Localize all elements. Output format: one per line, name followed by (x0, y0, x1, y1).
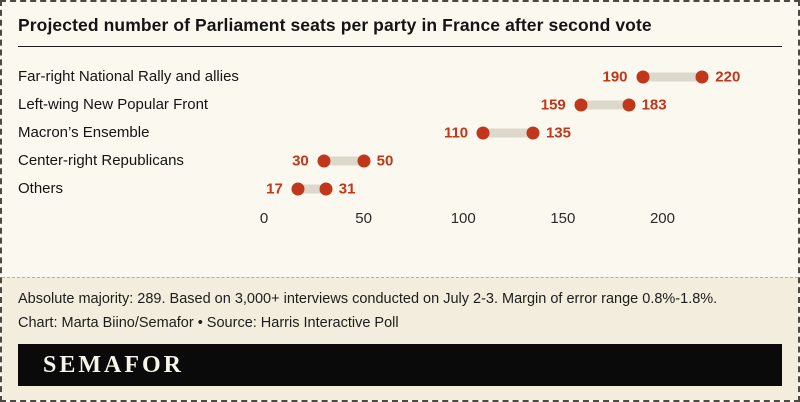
range-connector (297, 184, 326, 194)
chart-rows: Far-right National Rally and allies 190 22… (18, 63, 782, 203)
row-plot: 159 183 (264, 91, 782, 119)
value-label-hi: 31 (338, 180, 356, 198)
chart-row: Macron’s Ensemble 110 135 (18, 119, 782, 147)
row-plot: 190 220 (264, 63, 782, 91)
row-plot: 17 31 (264, 175, 782, 203)
value-label-lo: 190 (602, 68, 628, 86)
semafor-logo: SEMAFOR (18, 344, 782, 386)
value-label-hi: 220 (715, 68, 741, 86)
seat-dot-lo (291, 182, 305, 196)
x-tick-label: 200 (649, 209, 675, 227)
footer-band: Absolute majority: 289. Based on 3,000+ … (2, 277, 798, 400)
category-label: Left-wing New Popular Front (18, 96, 209, 114)
value-label-hi: 183 (641, 96, 667, 114)
category-label: Others (18, 180, 64, 198)
range-connector (642, 72, 703, 82)
value-label-lo: 110 (443, 124, 469, 142)
chart-row: Others 17 31 (18, 175, 782, 203)
value-label-hi: 135 (545, 124, 571, 142)
seat-dot-lo (476, 126, 490, 140)
chart-title: Projected number of Parliament seats per… (18, 15, 652, 35)
value-label-lo: 159 (540, 96, 566, 114)
chart-area: Projected number of Parliament seats per… (2, 2, 798, 277)
seat-dot-lo (317, 154, 331, 168)
x-tick-label: 100 (450, 209, 476, 227)
range-connector (323, 156, 364, 166)
value-label-hi: 50 (376, 152, 394, 170)
seat-dot-hi (622, 98, 636, 112)
title-divider (18, 45, 782, 47)
seat-dot-hi (357, 154, 371, 168)
chart-row: Center-right Republicans 30 50 (18, 147, 782, 175)
category-label: Far-right National Rally and allies (18, 68, 239, 86)
chart-row: Far-right National Rally and allies 190 22… (18, 63, 782, 91)
seat-dot-hi (319, 182, 333, 196)
x-axis: 0 50 100 150 200 (260, 209, 782, 230)
range-connector (483, 128, 533, 138)
value-label-lo: 30 (292, 152, 309, 170)
category-label: Macron’s Ensemble (18, 124, 150, 142)
seat-dot-hi (695, 70, 709, 84)
row-plot: 110 135 (264, 119, 782, 147)
value-label-lo: 17 (266, 180, 283, 198)
seat-dot-lo (574, 98, 588, 112)
category-label: Center-right Republicans (18, 152, 184, 170)
seat-dot-lo (636, 70, 650, 84)
seat-dot-hi (526, 126, 540, 140)
chart-credit: Chart: Marta Biino/Semafor • Source: Har… (18, 315, 399, 331)
range-connector (580, 100, 629, 110)
x-tick-label: 0 (259, 209, 269, 227)
x-tick-label: 150 (550, 209, 576, 227)
chart-note: Absolute majority: 289. Based on 3,000+ … (18, 291, 718, 307)
row-plot: 30 50 (264, 147, 782, 175)
semafor-wordmark: SEMAFOR (43, 351, 184, 378)
x-tick-label: 50 (355, 209, 372, 227)
chart-row: Left-wing New Popular Front 159 183 (18, 91, 782, 119)
